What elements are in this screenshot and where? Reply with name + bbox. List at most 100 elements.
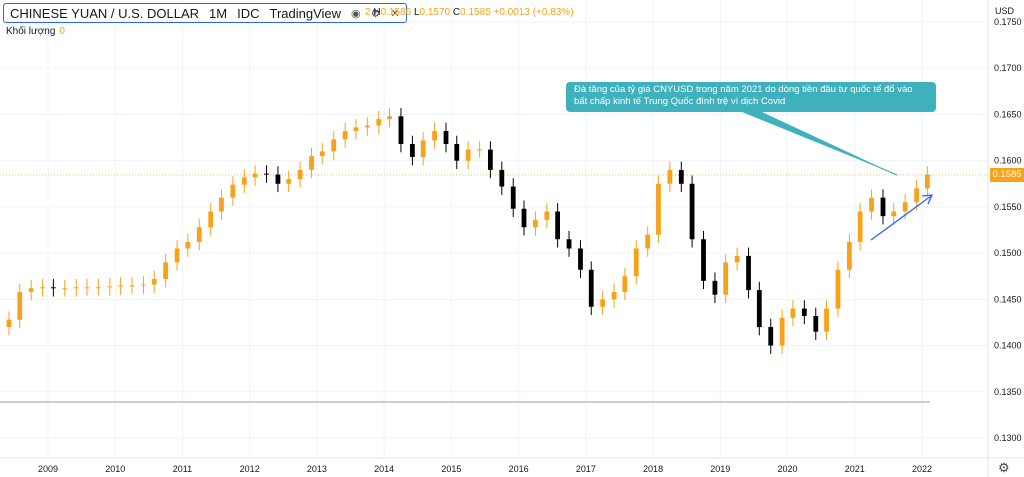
last-price-tag: 0.1585 (990, 168, 1024, 182)
candle (219, 189, 224, 220)
annotation-pointer-wedge (742, 112, 897, 175)
candle (420, 132, 426, 166)
data-source: TradingView (269, 5, 342, 21)
candle (196, 218, 202, 251)
y-tick-label: 0.1500 (994, 248, 1022, 258)
candle (600, 291, 606, 316)
candle (252, 165, 258, 186)
eye-icon[interactable]: ◉ (351, 7, 361, 20)
x-tick-label: 2016 (509, 464, 529, 474)
candle (409, 135, 415, 166)
candle (678, 161, 684, 193)
x-tick-label: 2013 (307, 464, 327, 474)
candle (835, 261, 841, 317)
candle (510, 178, 516, 218)
candle (723, 254, 729, 304)
symbol-name: CHINESE YUAN / U.S. DOLLAR (10, 5, 200, 21)
candle (924, 166, 930, 197)
candle (824, 300, 829, 341)
y-tick-label: 0.1300 (994, 433, 1022, 443)
candle (454, 135, 460, 169)
y-tick-label: 0.1700 (994, 63, 1022, 73)
candle (151, 270, 157, 293)
candle (398, 107, 404, 153)
candle (656, 175, 661, 243)
x-tick-label: 2022 (912, 464, 932, 474)
y-tick-label: 0.1400 (994, 341, 1022, 351)
close-icon[interactable]: ✕ (390, 7, 400, 20)
exchange: IDC (237, 5, 260, 21)
candle (443, 122, 449, 153)
candle (521, 200, 527, 236)
candle (141, 276, 146, 294)
candle (364, 117, 370, 136)
candle (387, 107, 392, 128)
candle (857, 203, 863, 251)
candle (756, 281, 762, 336)
y-tick-label: 0.1650 (994, 109, 1022, 119)
high-label: H (373, 7, 381, 18)
candle (230, 176, 236, 206)
annotation-callout[interactable]: Đà tăng của tỷ giá CNYUSD trong năm 2021… (566, 82, 936, 112)
y-tick-label: 0.1450 (994, 294, 1022, 304)
volume-legend: Khối lượng 0 (6, 26, 65, 37)
candle (790, 300, 796, 327)
candle (376, 110, 382, 134)
currency-label[interactable]: USD (994, 6, 1014, 16)
candle (6, 311, 12, 336)
candle (163, 254, 169, 288)
candle (880, 189, 886, 225)
y-tick-label: 0.1600 (994, 156, 1022, 166)
close-label: C (452, 7, 461, 18)
candle (331, 131, 337, 160)
candle (578, 240, 583, 279)
candle (611, 283, 617, 308)
x-tick-label: 2014 (374, 464, 394, 474)
candle (465, 141, 471, 169)
change-value: +0.0013 (+0.83%) (493, 7, 574, 18)
gear-icon[interactable]: ⚙ (370, 7, 381, 20)
candle (174, 240, 180, 271)
x-tick-label: 2009 (38, 464, 58, 474)
candle (689, 175, 695, 248)
candle (846, 233, 852, 279)
candle (17, 283, 23, 328)
x-tick-label: 2015 (441, 464, 461, 474)
candle (667, 161, 673, 193)
candle (241, 168, 247, 194)
candle (84, 278, 90, 296)
candle (264, 165, 269, 183)
x-tick-label: 2010 (105, 464, 125, 474)
candles (6, 107, 930, 354)
candle (746, 247, 751, 299)
candle (129, 277, 135, 294)
y-tick-label: 0.1750 (994, 17, 1022, 27)
x-tick-label: 2017 (576, 464, 596, 474)
candle (96, 278, 101, 296)
candle (342, 122, 348, 148)
candle (891, 203, 897, 225)
symbol-header[interactable]: CHINESE YUAN / U.S. DOLLAR 1M IDC Tradin… (3, 3, 407, 23)
candle (712, 272, 718, 304)
x-tick-label: 2012 (240, 464, 260, 474)
y-tick-label: 0.1550 (994, 202, 1022, 212)
x-tick-label: 2018 (643, 464, 663, 474)
low-label: L (413, 7, 420, 18)
high-value: 0.1586 (380, 7, 412, 18)
candle (544, 203, 550, 229)
candle (107, 278, 113, 296)
candle (487, 141, 493, 179)
candle (645, 226, 651, 257)
candle (914, 180, 920, 211)
candle (297, 161, 303, 188)
chart-settings-icon[interactable]: ⚙ (998, 460, 1010, 475)
candle (499, 161, 505, 195)
low-value: 0.1570 (419, 7, 451, 18)
x-tick-label: 2021 (845, 464, 865, 474)
x-axis: 2009 2010 2011 2012 2013 2014 2015 2016 2017 2018… (0, 457, 1024, 474)
candle (588, 261, 594, 316)
interval[interactable]: 1M (209, 5, 228, 21)
x-tick-label: 2020 (778, 464, 798, 474)
candle (533, 211, 538, 236)
